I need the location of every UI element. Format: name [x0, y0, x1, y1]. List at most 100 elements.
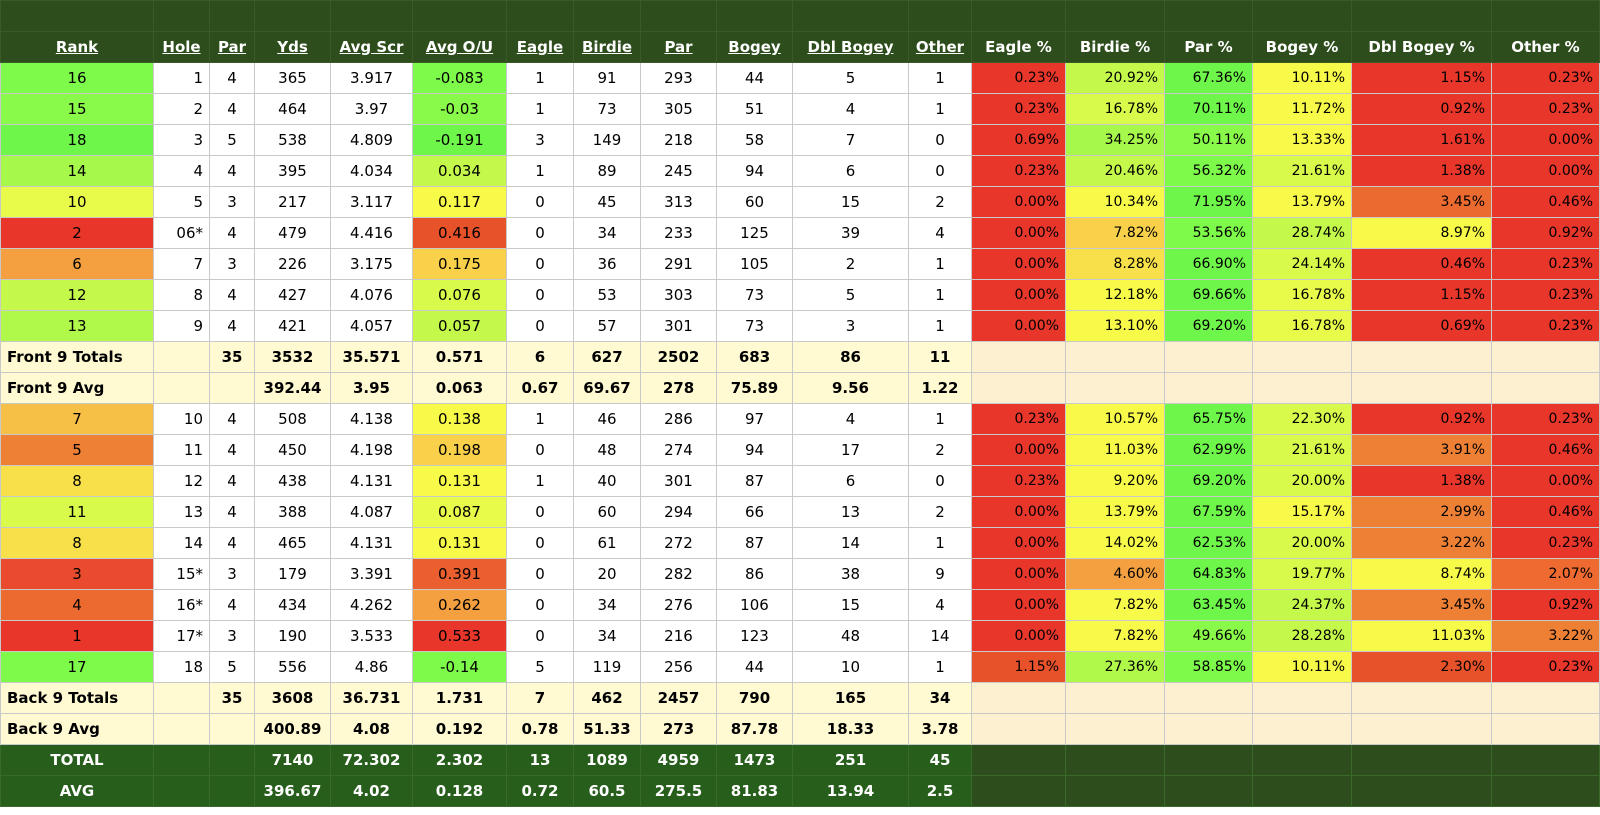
cell-dbl-bogey-pct[interactable]: 3.91% [1351, 434, 1492, 466]
cell-dbl-bogey-pct[interactable]: 3.45% [1351, 186, 1492, 218]
cell-other[interactable]: 0 [908, 155, 972, 187]
cell-eagle[interactable]: 6 [506, 341, 574, 373]
cell-avg-ou[interactable]: 0.076 [412, 279, 507, 311]
cell-rank[interactable]: 2 [0, 217, 154, 249]
cell-dbl-bogey-pct[interactable]: 8.74% [1351, 558, 1492, 590]
cell-hole[interactable]: 3 [153, 124, 210, 156]
cell-par-count[interactable]: 286 [640, 403, 717, 435]
cell-other-pct[interactable]: 0.00% [1491, 465, 1600, 497]
cell-avg-scr[interactable]: 4.131 [330, 527, 413, 559]
cell-hole[interactable]: 4 [153, 155, 210, 187]
cell-par[interactable]: 3 [209, 186, 255, 218]
cell-hole[interactable]: 15* [153, 558, 210, 590]
cell-par-count[interactable]: 274 [640, 434, 717, 466]
cell-rank[interactable]: 3 [0, 558, 154, 590]
cell-dbl-bogey[interactable]: 4 [792, 93, 909, 125]
cell-birdie[interactable]: 51.33 [573, 713, 641, 745]
cell-dbl-bogey[interactable]: 15 [792, 589, 909, 621]
cell-other[interactable]: 2 [908, 186, 972, 218]
cell-other[interactable]: 1 [908, 93, 972, 125]
cell-hole[interactable]: 14 [153, 527, 210, 559]
column-header-rank[interactable]: Rank [0, 31, 154, 63]
cell-bogey-pct[interactable]: 28.28% [1252, 620, 1352, 652]
cell-birdie[interactable]: 45 [573, 186, 641, 218]
cell-hole[interactable]: 11 [153, 434, 210, 466]
cell-hole[interactable] [153, 372, 210, 404]
cell-avg-scr[interactable]: 72.302 [330, 744, 413, 776]
cell-dbl-bogey[interactable]: 15 [792, 186, 909, 218]
cell-dbl-bogey[interactable]: 7 [792, 124, 909, 156]
cell-birdie-pct[interactable]: 34.25% [1065, 124, 1165, 156]
cell-avg-ou[interactable]: 0.192 [412, 713, 507, 745]
cell-avg-ou[interactable]: 0.198 [412, 434, 507, 466]
cell-hole[interactable]: 17* [153, 620, 210, 652]
cell-dbl-bogey-pct[interactable]: 1.15% [1351, 62, 1492, 94]
cell-rank[interactable]: 15 [0, 93, 154, 125]
cell-other[interactable]: 1 [908, 248, 972, 280]
cell-par-count[interactable]: 4959 [640, 744, 717, 776]
cell-eagle-pct[interactable]: 0.23% [971, 465, 1066, 497]
cell-par[interactable]: 4 [209, 217, 255, 249]
column-header-eagle[interactable]: Eagle [506, 31, 574, 63]
cell-par-count[interactable]: 303 [640, 279, 717, 311]
cell-hole[interactable]: 1 [153, 62, 210, 94]
cell-other[interactable]: 1 [908, 62, 972, 94]
cell-bogey[interactable]: 66 [716, 496, 793, 528]
cell-bogey[interactable]: 75.89 [716, 372, 793, 404]
cell-par-count[interactable]: 294 [640, 496, 717, 528]
cell-par[interactable]: 3 [209, 558, 255, 590]
cell-par-count[interactable]: 301 [640, 465, 717, 497]
cell-avg-ou[interactable]: 1.731 [412, 682, 507, 714]
cell-eagle[interactable]: 0 [506, 589, 574, 621]
cell-other[interactable]: 3.78 [908, 713, 972, 745]
cell-eagle-pct[interactable]: 0.00% [971, 434, 1066, 466]
cell-eagle[interactable]: 1 [506, 403, 574, 435]
cell-other-pct[interactable]: 0.92% [1491, 589, 1600, 621]
cell-yds[interactable]: 179 [254, 558, 331, 590]
cell-other[interactable]: 1 [908, 527, 972, 559]
column-header-other[interactable]: Other [908, 31, 972, 63]
cell-hole[interactable] [153, 775, 210, 807]
cell-birdie[interactable]: 53 [573, 279, 641, 311]
cell-birdie[interactable]: 48 [573, 434, 641, 466]
cell-birdie-pct[interactable]: 27.36% [1065, 651, 1165, 683]
cell-avg-ou[interactable]: 0.571 [412, 341, 507, 373]
cell-rank[interactable]: 8 [0, 527, 154, 559]
cell-bogey[interactable]: 87 [716, 527, 793, 559]
cell-other-pct[interactable]: 0.23% [1491, 527, 1600, 559]
cell-par[interactable] [209, 372, 255, 404]
cell-eagle-pct[interactable]: 0.23% [971, 93, 1066, 125]
cell-hole[interactable]: 12 [153, 465, 210, 497]
cell-birdie[interactable]: 60.5 [573, 775, 641, 807]
cell-bogey-pct[interactable]: 19.77% [1252, 558, 1352, 590]
cell-par[interactable]: 4 [209, 279, 255, 311]
cell-birdie[interactable]: 89 [573, 155, 641, 187]
cell-par[interactable]: 4 [209, 527, 255, 559]
cell-yds[interactable]: 365 [254, 62, 331, 94]
cell-eagle[interactable]: 5 [506, 651, 574, 683]
cell-yds[interactable]: 400.89 [254, 713, 331, 745]
cell-par-pct[interactable]: 65.75% [1164, 403, 1253, 435]
cell-birdie-pct[interactable]: 7.82% [1065, 589, 1165, 621]
cell-dbl-bogey-pct[interactable]: 0.46% [1351, 248, 1492, 280]
cell-dbl-bogey[interactable]: 9.56 [792, 372, 909, 404]
cell-eagle[interactable]: 0.72 [506, 775, 574, 807]
cell-par-pct[interactable]: 50.11% [1164, 124, 1253, 156]
cell-par-pct[interactable]: 71.95% [1164, 186, 1253, 218]
cell-par[interactable]: 4 [209, 93, 255, 125]
cell-avg-ou[interactable]: -0.14 [412, 651, 507, 683]
cell-bogey-pct[interactable]: 21.61% [1252, 155, 1352, 187]
cell-rank[interactable]: 10 [0, 186, 154, 218]
cell-dbl-bogey[interactable]: 165 [792, 682, 909, 714]
cell-par[interactable]: 4 [209, 496, 255, 528]
cell-other[interactable]: 1 [908, 403, 972, 435]
cell-other-pct[interactable]: 0.23% [1491, 62, 1600, 94]
cell-par-pct[interactable]: 63.45% [1164, 589, 1253, 621]
cell-hole[interactable] [153, 713, 210, 745]
cell-other-pct[interactable]: 0.23% [1491, 310, 1600, 342]
cell-bogey[interactable]: 87.78 [716, 713, 793, 745]
cell-birdie-pct[interactable]: 7.82% [1065, 620, 1165, 652]
cell-dbl-bogey-pct[interactable]: 2.99% [1351, 496, 1492, 528]
cell-bogey-pct[interactable]: 16.78% [1252, 310, 1352, 342]
cell-rank[interactable]: 14 [0, 155, 154, 187]
